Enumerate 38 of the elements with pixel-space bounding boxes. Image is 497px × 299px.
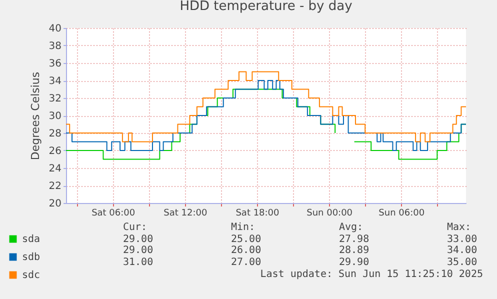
legend-label: sda bbox=[22, 234, 40, 245]
x-tick-label: Sun 06:00 bbox=[378, 208, 425, 218]
legend-label: sdc bbox=[22, 270, 40, 281]
y-tick-label: 34 bbox=[48, 76, 62, 87]
text: 27.98 bbox=[339, 234, 370, 245]
text: 25.00 bbox=[231, 234, 262, 245]
y-tick-label: 24 bbox=[48, 164, 62, 174]
x-tick-label: Sat 18:00 bbox=[236, 208, 280, 218]
chart-title: HDD temperature - by day bbox=[180, 0, 353, 14]
text: 31.00 bbox=[123, 257, 154, 268]
y-tick-label: 26 bbox=[48, 146, 62, 157]
y-tick-label: 32 bbox=[48, 94, 62, 104]
text: Max: bbox=[447, 222, 472, 233]
text: Cur: bbox=[123, 222, 148, 233]
text: 29.00 bbox=[123, 245, 154, 256]
y-tick-label: 28 bbox=[48, 128, 62, 140]
text: Last update: Sun Jun 15 11:25:10 2025 bbox=[260, 269, 483, 280]
y-tick-label: 20 bbox=[48, 198, 62, 210]
y-tick-label: 40 bbox=[48, 24, 62, 34]
y-tick-label: 22 bbox=[48, 181, 62, 192]
text: Avg: bbox=[339, 222, 364, 233]
y-axis-title: Degrees Celsius bbox=[28, 72, 42, 160]
text: 33.00 bbox=[447, 234, 478, 245]
text: 27.00 bbox=[231, 257, 262, 268]
y-tick-label: 36 bbox=[48, 58, 62, 70]
legend-label: sdb bbox=[22, 252, 40, 263]
x-tick-label: Sun 00:00 bbox=[306, 208, 353, 218]
x-tick-label: Sat 06:00 bbox=[92, 208, 136, 218]
text: 29.00 bbox=[123, 234, 154, 245]
y-tick-label: 38 bbox=[48, 41, 62, 52]
text: 35.00 bbox=[447, 257, 478, 268]
text: 28.89 bbox=[339, 245, 370, 256]
text: 29.90 bbox=[339, 257, 370, 268]
text: 34.00 bbox=[447, 245, 478, 256]
y-tick-label: 30 bbox=[48, 111, 62, 122]
x-tick-label: Sat 12:00 bbox=[164, 208, 208, 218]
text: 26.00 bbox=[231, 245, 262, 256]
text: Min: bbox=[231, 222, 256, 233]
